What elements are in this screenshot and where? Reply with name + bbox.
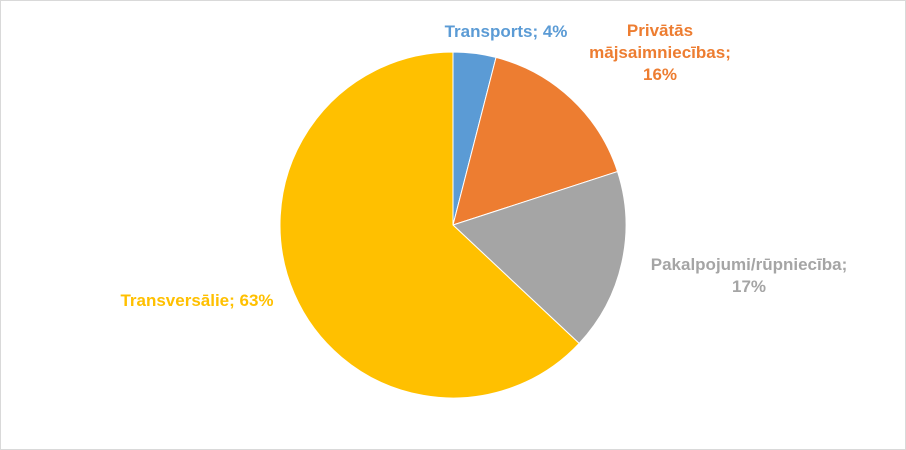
data-label-1: Privātās mājsaimniecības; 16% <box>589 21 731 84</box>
data-label-0: Transports; 4% <box>445 22 568 41</box>
data-label-3: Transversālie; 63% <box>120 291 273 310</box>
pie-slice-transversālie <box>279 51 580 399</box>
pie-slice-privātās-mājsaimniecības <box>452 56 619 226</box>
data-label-2: Pakalpojumi/rūpniecība; 17% <box>651 255 848 296</box>
pie-slice-pakalpojumi-rūpniecība <box>452 170 627 345</box>
pie-slices <box>279 51 627 399</box>
pie-labels: Transports; 4% Privātās mājsaimniecības; 16… <box>120 21 847 310</box>
